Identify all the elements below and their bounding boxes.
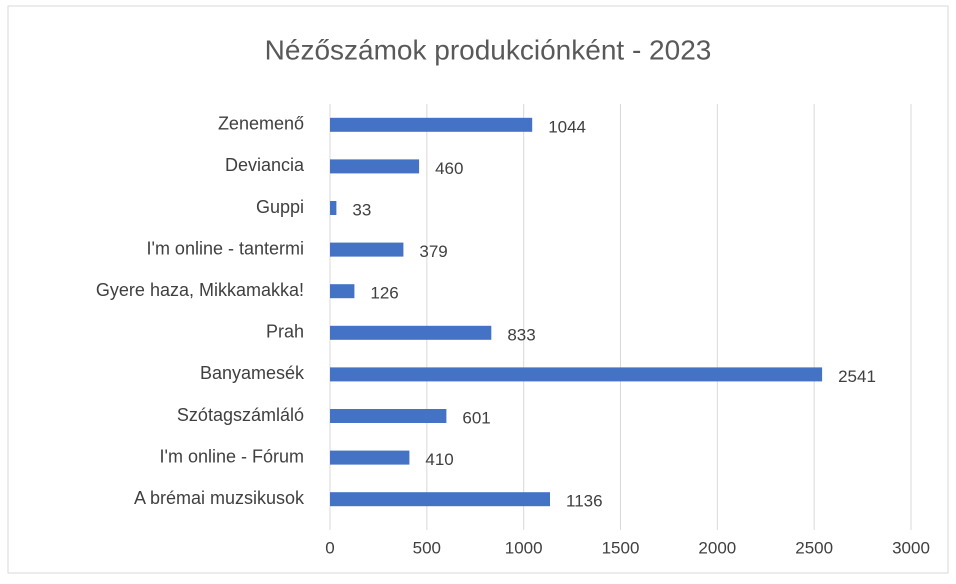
y-tick-label: Zenemenő [218,114,304,134]
value-label: 33 [352,200,371,219]
bar [330,201,337,215]
bar [330,492,551,507]
bar [330,159,420,174]
value-label: 126 [370,284,398,303]
chart-title: Nézőszámok produkciónként - 2023 [265,34,712,65]
y-tick-label: A brémai muzsikusok [134,488,305,508]
x-tick-label: 2500 [795,538,833,557]
value-label: 460 [435,159,463,178]
y-tick-label: Szótagszámláló [177,405,304,425]
bar [330,409,447,423]
value-label: 2541 [838,367,876,386]
y-tick-label: Prah [266,322,304,342]
y-tick-label: I'm online - Fórum [160,446,304,466]
value-label: 410 [425,450,453,469]
x-tick-label: 0 [325,538,334,557]
x-tick-label: 3000 [892,538,930,557]
x-tick-label: 1000 [505,538,543,557]
y-tick-label: Guppi [256,197,304,217]
value-label: 1136 [566,492,603,511]
y-tick-label: Banyamesék [200,363,305,383]
x-tick-label: 1500 [602,538,640,557]
x-tick-label: 500 [413,538,441,557]
value-label: 833 [507,325,535,344]
bar [330,117,533,132]
value-label: 379 [419,242,447,261]
bar [330,325,492,340]
bar [330,367,823,382]
bar [330,450,410,465]
value-label: 601 [462,408,490,427]
chart-border [7,5,949,574]
value-label: 1044 [548,117,586,136]
y-tick-label: I'm online - tantermi [147,238,305,258]
y-tick-label: Deviancia [225,155,305,175]
y-tick-label: Gyere haza, Mikkamakka! [96,280,304,300]
bar [330,284,355,299]
x-tick-label: 2000 [698,538,736,557]
bar [330,242,404,257]
